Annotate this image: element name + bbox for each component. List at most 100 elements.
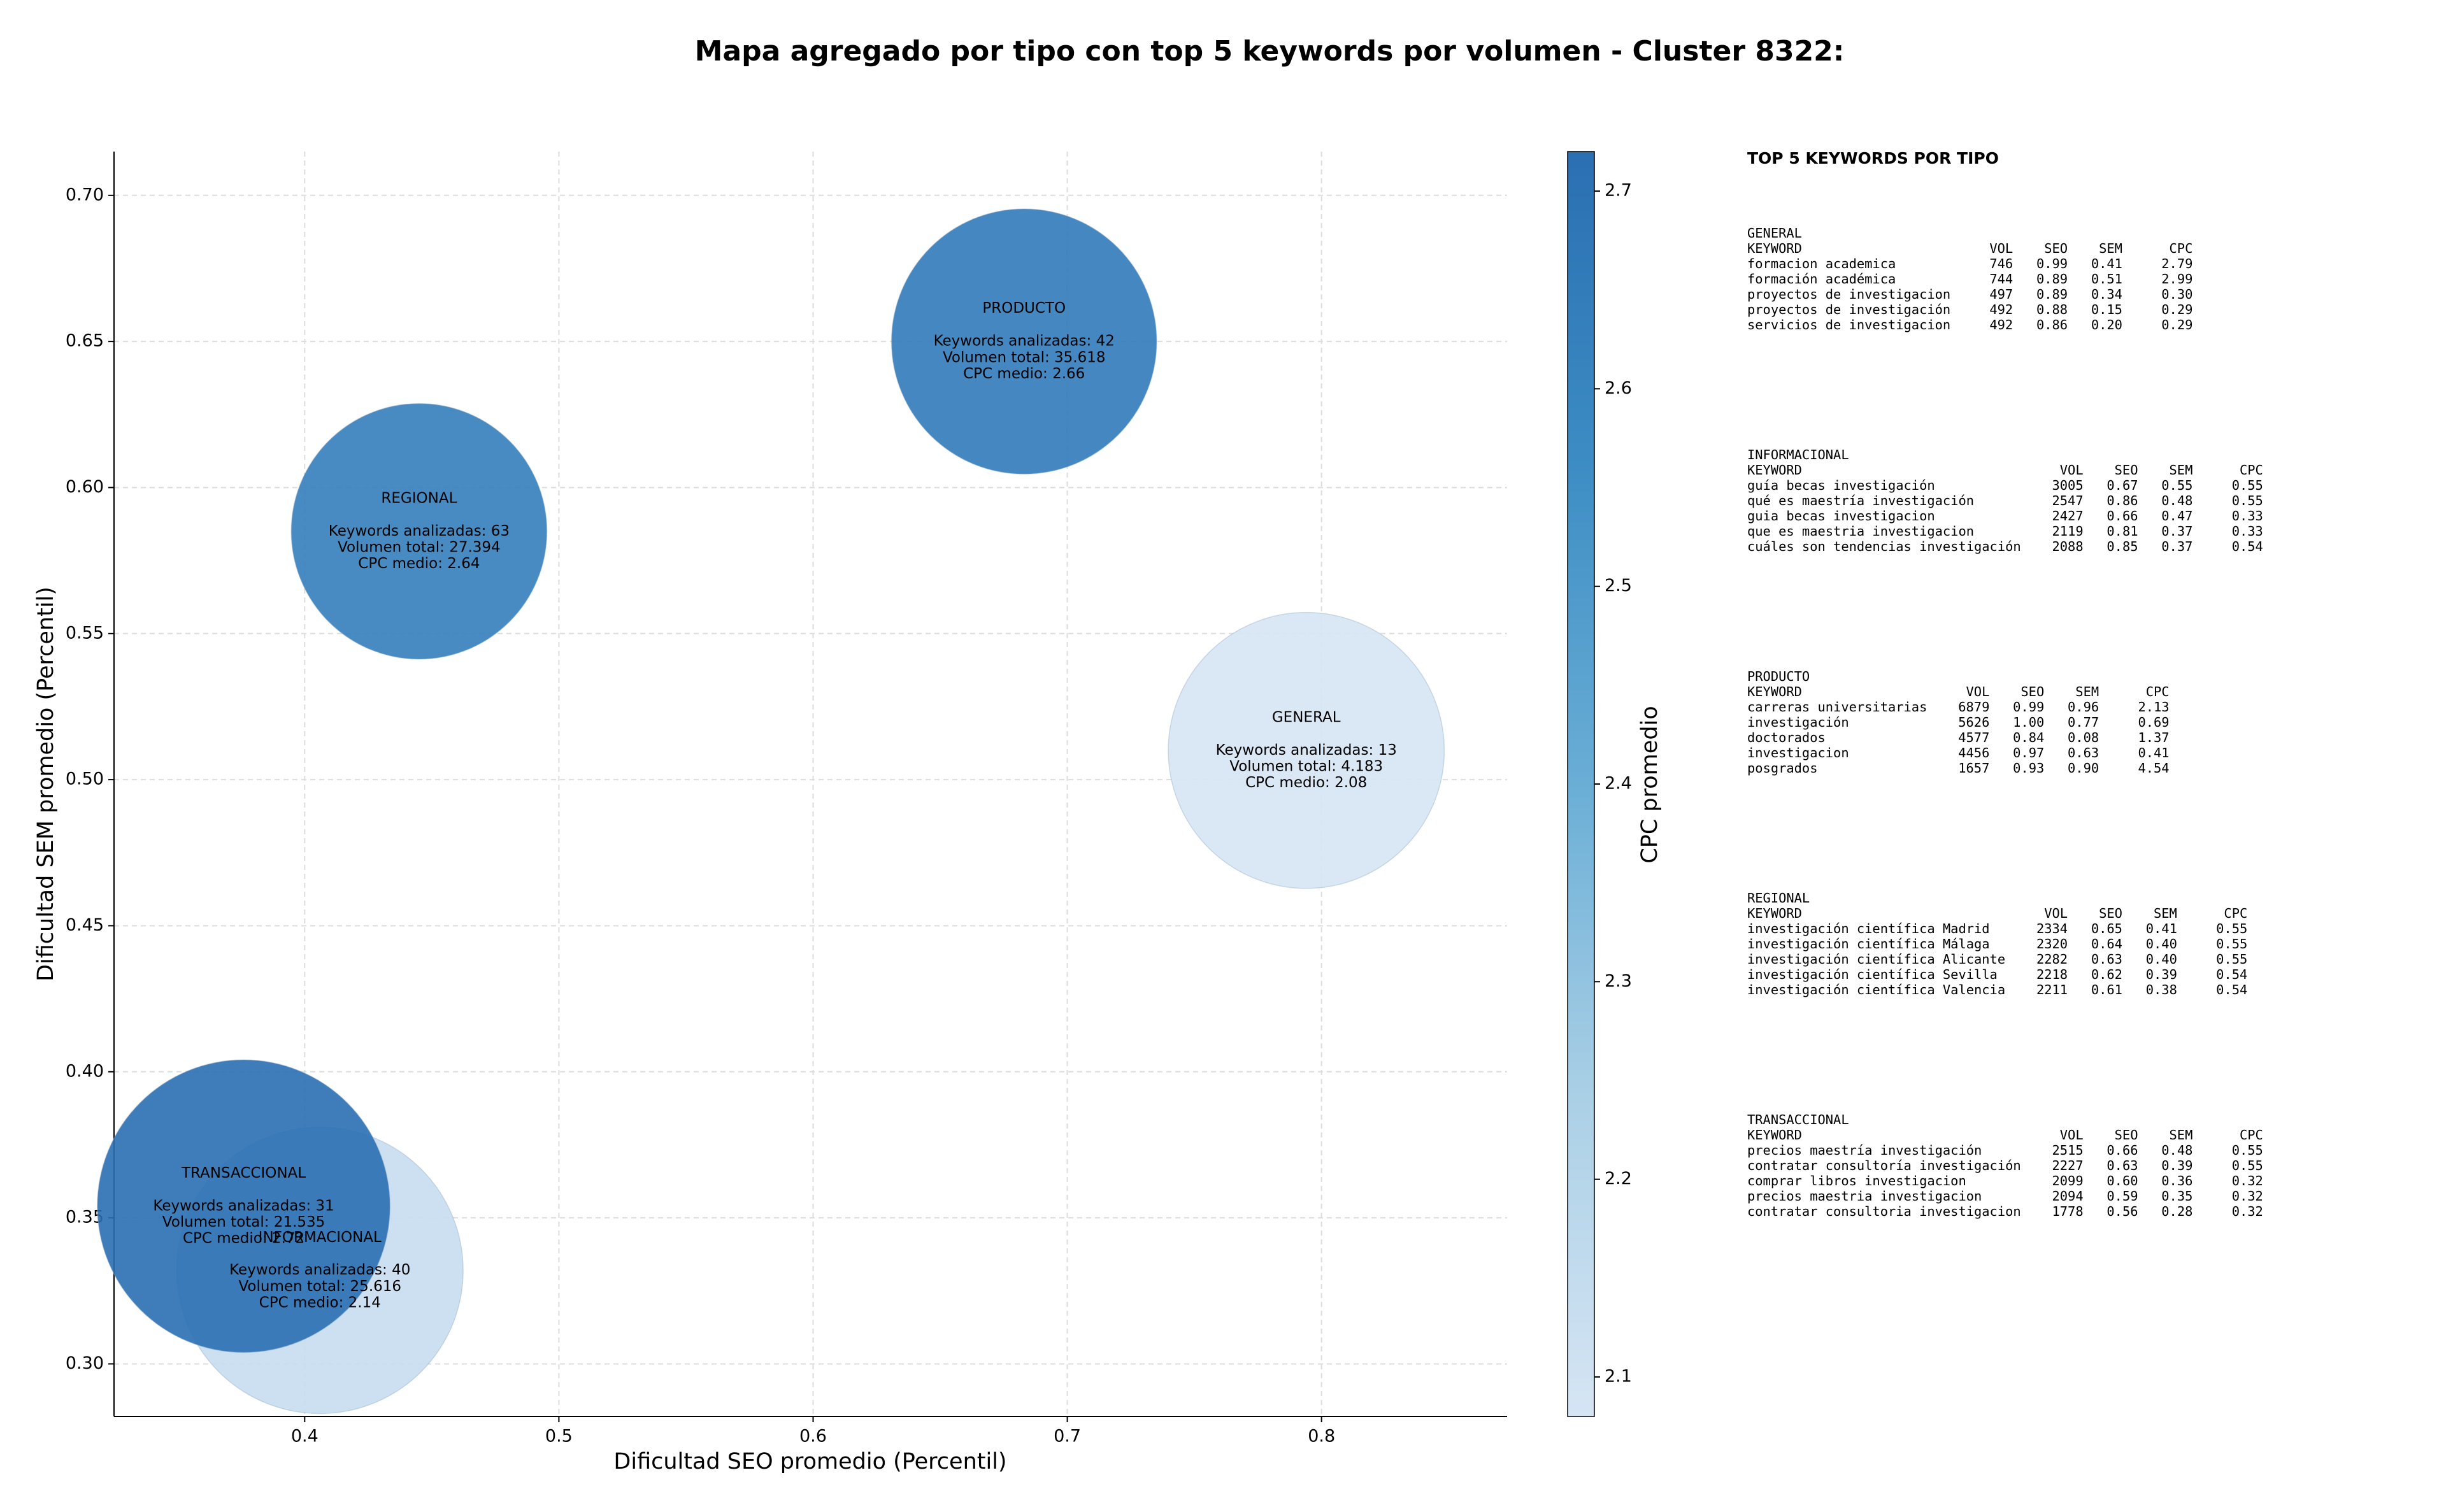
table-cell: 0.55: [2216, 936, 2247, 952]
colorbar-tick-label: 2.2: [1605, 1169, 1632, 1188]
table-cell: investigación científica Valencia: [1747, 982, 2005, 997]
table-header: VOL: [2060, 1127, 2084, 1143]
table-cell: 0.88: [2036, 302, 2068, 317]
table-cell: 2.13: [2138, 699, 2169, 715]
table-cell: 0.32: [2232, 1173, 2263, 1188]
y-tick-label: 0.45: [66, 915, 104, 935]
table-cell: qué es maestría investigación: [1747, 493, 1974, 508]
table-cell: precios maestría investigación: [1747, 1143, 1982, 1158]
x-tick-label: 0.6: [799, 1427, 827, 1446]
table-header: SEM: [2154, 906, 2177, 921]
table-cell: investigación: [1747, 715, 1849, 730]
bubble: [1168, 611, 1445, 889]
table-cell: 0.35: [2161, 1188, 2192, 1204]
table-cell: 2547: [2052, 493, 2084, 508]
bubble-label: GENERAL: [1272, 709, 1341, 725]
y-tick-label: 0.50: [66, 769, 104, 789]
y-tick-label: 0.60: [66, 477, 104, 497]
table-header: SEM: [2099, 241, 2122, 256]
bubble-annotation: CPC medio: 2.64: [358, 555, 480, 572]
x-tick-label: 0.8: [1308, 1427, 1335, 1446]
table-cell: 0.48: [2161, 1143, 2192, 1158]
x-tick-label: 0.4: [291, 1427, 318, 1446]
table-cell: 1778: [2052, 1204, 2084, 1219]
table-cell: 0.64: [2091, 936, 2122, 952]
table-cell: investigación científica Sevilla: [1747, 967, 1998, 982]
table-cell: 2094: [2052, 1188, 2084, 1204]
table-cell: 0.63: [2091, 952, 2122, 967]
bubble-annotation: CPC medio: 2.72: [183, 1230, 304, 1247]
section-title: INFORMACIONAL: [1747, 447, 1849, 462]
table-cell: 497: [1989, 287, 2013, 302]
table-header: SEO: [2020, 684, 2044, 699]
table-cell: 2088: [2052, 539, 2084, 554]
table-cell: 3005: [2052, 478, 2084, 493]
table-cell: 0.37: [2161, 524, 2192, 539]
table-header: SEO: [2115, 1127, 2138, 1143]
bubble: [290, 403, 548, 660]
table-cell: investigacion: [1747, 745, 1849, 760]
table-cell: 0.59: [2106, 1188, 2138, 1204]
table-cell: investigación científica Alicante: [1747, 952, 2005, 967]
table-cell: 0.15: [2091, 302, 2122, 317]
table-cell: 0.84: [2013, 730, 2044, 745]
table-cell: 0.48: [2161, 493, 2192, 508]
table-cell: formacion academica: [1747, 256, 1896, 271]
table-cell: 0.77: [2068, 715, 2099, 730]
table-cell: 0.86: [2036, 317, 2068, 332]
y-axis-label: Dificultad SEM promedio (Percentil): [33, 587, 59, 981]
colorbar-label: CPC promedio: [1637, 706, 1663, 863]
table-header: SEO: [2115, 462, 2138, 478]
table-cell: 1.37: [2138, 730, 2169, 745]
table-cell: formación académica: [1747, 271, 1896, 287]
colorbar-tick-label: 2.1: [1605, 1366, 1632, 1386]
table-cell: 0.20: [2091, 317, 2122, 332]
table-cell: 0.62: [2091, 967, 2122, 982]
section-title: GENERAL: [1747, 225, 1802, 241]
table-cell: que es maestria investigacion: [1747, 524, 1974, 539]
table-cell: 0.93: [2013, 760, 2044, 776]
table-cell: 1657: [1958, 760, 1989, 776]
table-cell: 0.30: [2161, 287, 2192, 302]
table-cell: proyectos de investigación: [1747, 302, 1950, 317]
table-cell: 0.55: [2232, 478, 2263, 493]
table-cell: 0.33: [2232, 524, 2263, 539]
colorbar-tick-label: 2.4: [1605, 774, 1632, 794]
table-cell: 0.33: [2232, 508, 2263, 524]
table-cell: cuáles son tendencias investigación: [1747, 539, 2021, 554]
table-cell: precios maestria investigacion: [1747, 1188, 1982, 1204]
table-cell: 2211: [2036, 982, 2068, 997]
table-cell: 0.28: [2161, 1204, 2192, 1219]
table-cell: 0.90: [2068, 760, 2099, 776]
table-cell: 0.85: [2106, 539, 2138, 554]
table-cell: 744: [1989, 271, 2013, 287]
y-tick-label: 0.40: [66, 1061, 104, 1081]
table-header: KEYWORD: [1747, 462, 1802, 478]
section-title: REGIONAL: [1747, 890, 1810, 906]
table-cell: 0.56: [2106, 1204, 2138, 1219]
table-header: KEYWORD: [1747, 684, 1802, 699]
x-tick-label: 0.7: [1054, 1427, 1081, 1446]
bubble: [890, 208, 1157, 475]
table-header: KEYWORD: [1747, 241, 1802, 256]
table-cell: 5626: [1958, 715, 1989, 730]
table-cell: 0.67: [2106, 478, 2138, 493]
table-cell: 0.29: [2161, 302, 2192, 317]
table-cell: 0.54: [2232, 539, 2263, 554]
bubble-annotation: Keywords analizadas: 42: [934, 333, 1115, 350]
y-tick-label: 0.55: [66, 623, 104, 643]
table-header: SEM: [2170, 462, 2193, 478]
table-header: KEYWORD: [1747, 1127, 1802, 1143]
table-cell: 0.38: [2146, 982, 2177, 997]
table-cell: 0.41: [2146, 921, 2177, 936]
table-cell: 0.65: [2091, 921, 2122, 936]
table-cell: 2.79: [2161, 256, 2192, 271]
bubble-annotation: Volumen total: 35.618: [943, 349, 1106, 366]
table-cell: 2099: [2052, 1173, 2084, 1188]
table-header: VOL: [2060, 462, 2084, 478]
table-cell: 2119: [2052, 524, 2084, 539]
table-cell: 0.55: [2216, 921, 2247, 936]
colorbar-tick-label: 2.6: [1605, 378, 1632, 398]
table-header: CPC: [2240, 462, 2263, 478]
